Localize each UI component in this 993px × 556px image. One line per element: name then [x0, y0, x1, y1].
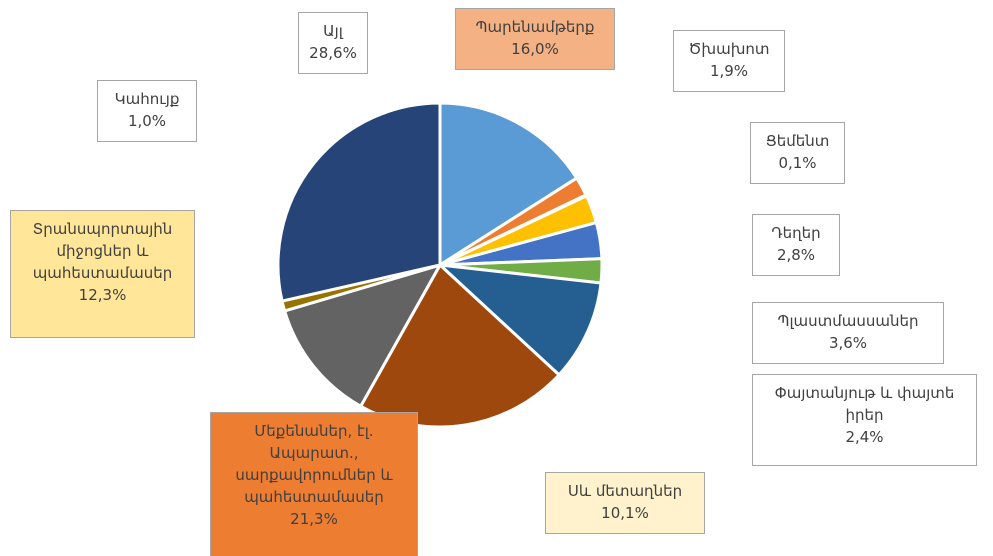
pie-slice [438, 101, 579, 268]
label-category: Փայտանյութ և փայտե իրեր [774, 384, 955, 424]
data-label: Մեքենաներ, էլ. Ապարատ., սարքավորումներ և… [210, 412, 418, 556]
data-label: Փայտանյութ և փայտե իրեր 2,4% [752, 374, 977, 466]
label-value: 21,3% [290, 510, 338, 528]
label-value: 1,0% [127, 112, 167, 130]
label-category: Պլաստմասսաներ [777, 312, 919, 330]
label-category: Կահույք [114, 90, 180, 108]
data-label: Սև մետաղներ 10,1% [545, 472, 705, 534]
label-category: Այլ [323, 22, 343, 40]
label-value: 16,0% [511, 40, 559, 58]
label-category: Ծխախոտ [688, 40, 770, 58]
label-value: 10,1% [601, 504, 649, 522]
label-value: 3,6% [828, 334, 868, 352]
label-value: 0,1% [778, 154, 817, 172]
label-value: 28,6% [309, 44, 357, 62]
label-value: 1,9% [709, 62, 749, 80]
label-category: Տրանսպորտային միջոցներ և պահեստամասեր [32, 220, 173, 282]
data-label: Դեղեր 2,8% [752, 214, 840, 276]
label-category: Ցեմենտ [765, 132, 830, 150]
label-category: Պարենամթերք [475, 18, 595, 36]
pie-slice [435, 263, 603, 377]
pie-slice [276, 101, 442, 303]
label-value: 12,3% [78, 286, 127, 304]
data-label: Ցեմենտ 0,1% [750, 122, 845, 184]
label-category: Դեղեր [771, 224, 821, 242]
data-label: Այլ 28,6% [298, 12, 368, 74]
data-label: Պլաստմասսաներ 3,6% [752, 302, 944, 364]
label-category: Սև մետաղներ [567, 482, 683, 500]
label-value: 2,4% [845, 428, 884, 446]
label-value: 2,8% [776, 246, 816, 264]
data-label: Կահույք 1,0% [97, 80, 197, 142]
data-label: Ծխախոտ 1,9% [673, 30, 785, 92]
data-label: Պարենամթերք 16,0% [455, 8, 615, 70]
data-label: Տրանսպորտային միջոցներ և պահեստամասեր 12,… [10, 210, 195, 338]
label-category: Մեքենաներ, էլ. Ապարատ., սարքավորումներ և… [235, 422, 393, 506]
